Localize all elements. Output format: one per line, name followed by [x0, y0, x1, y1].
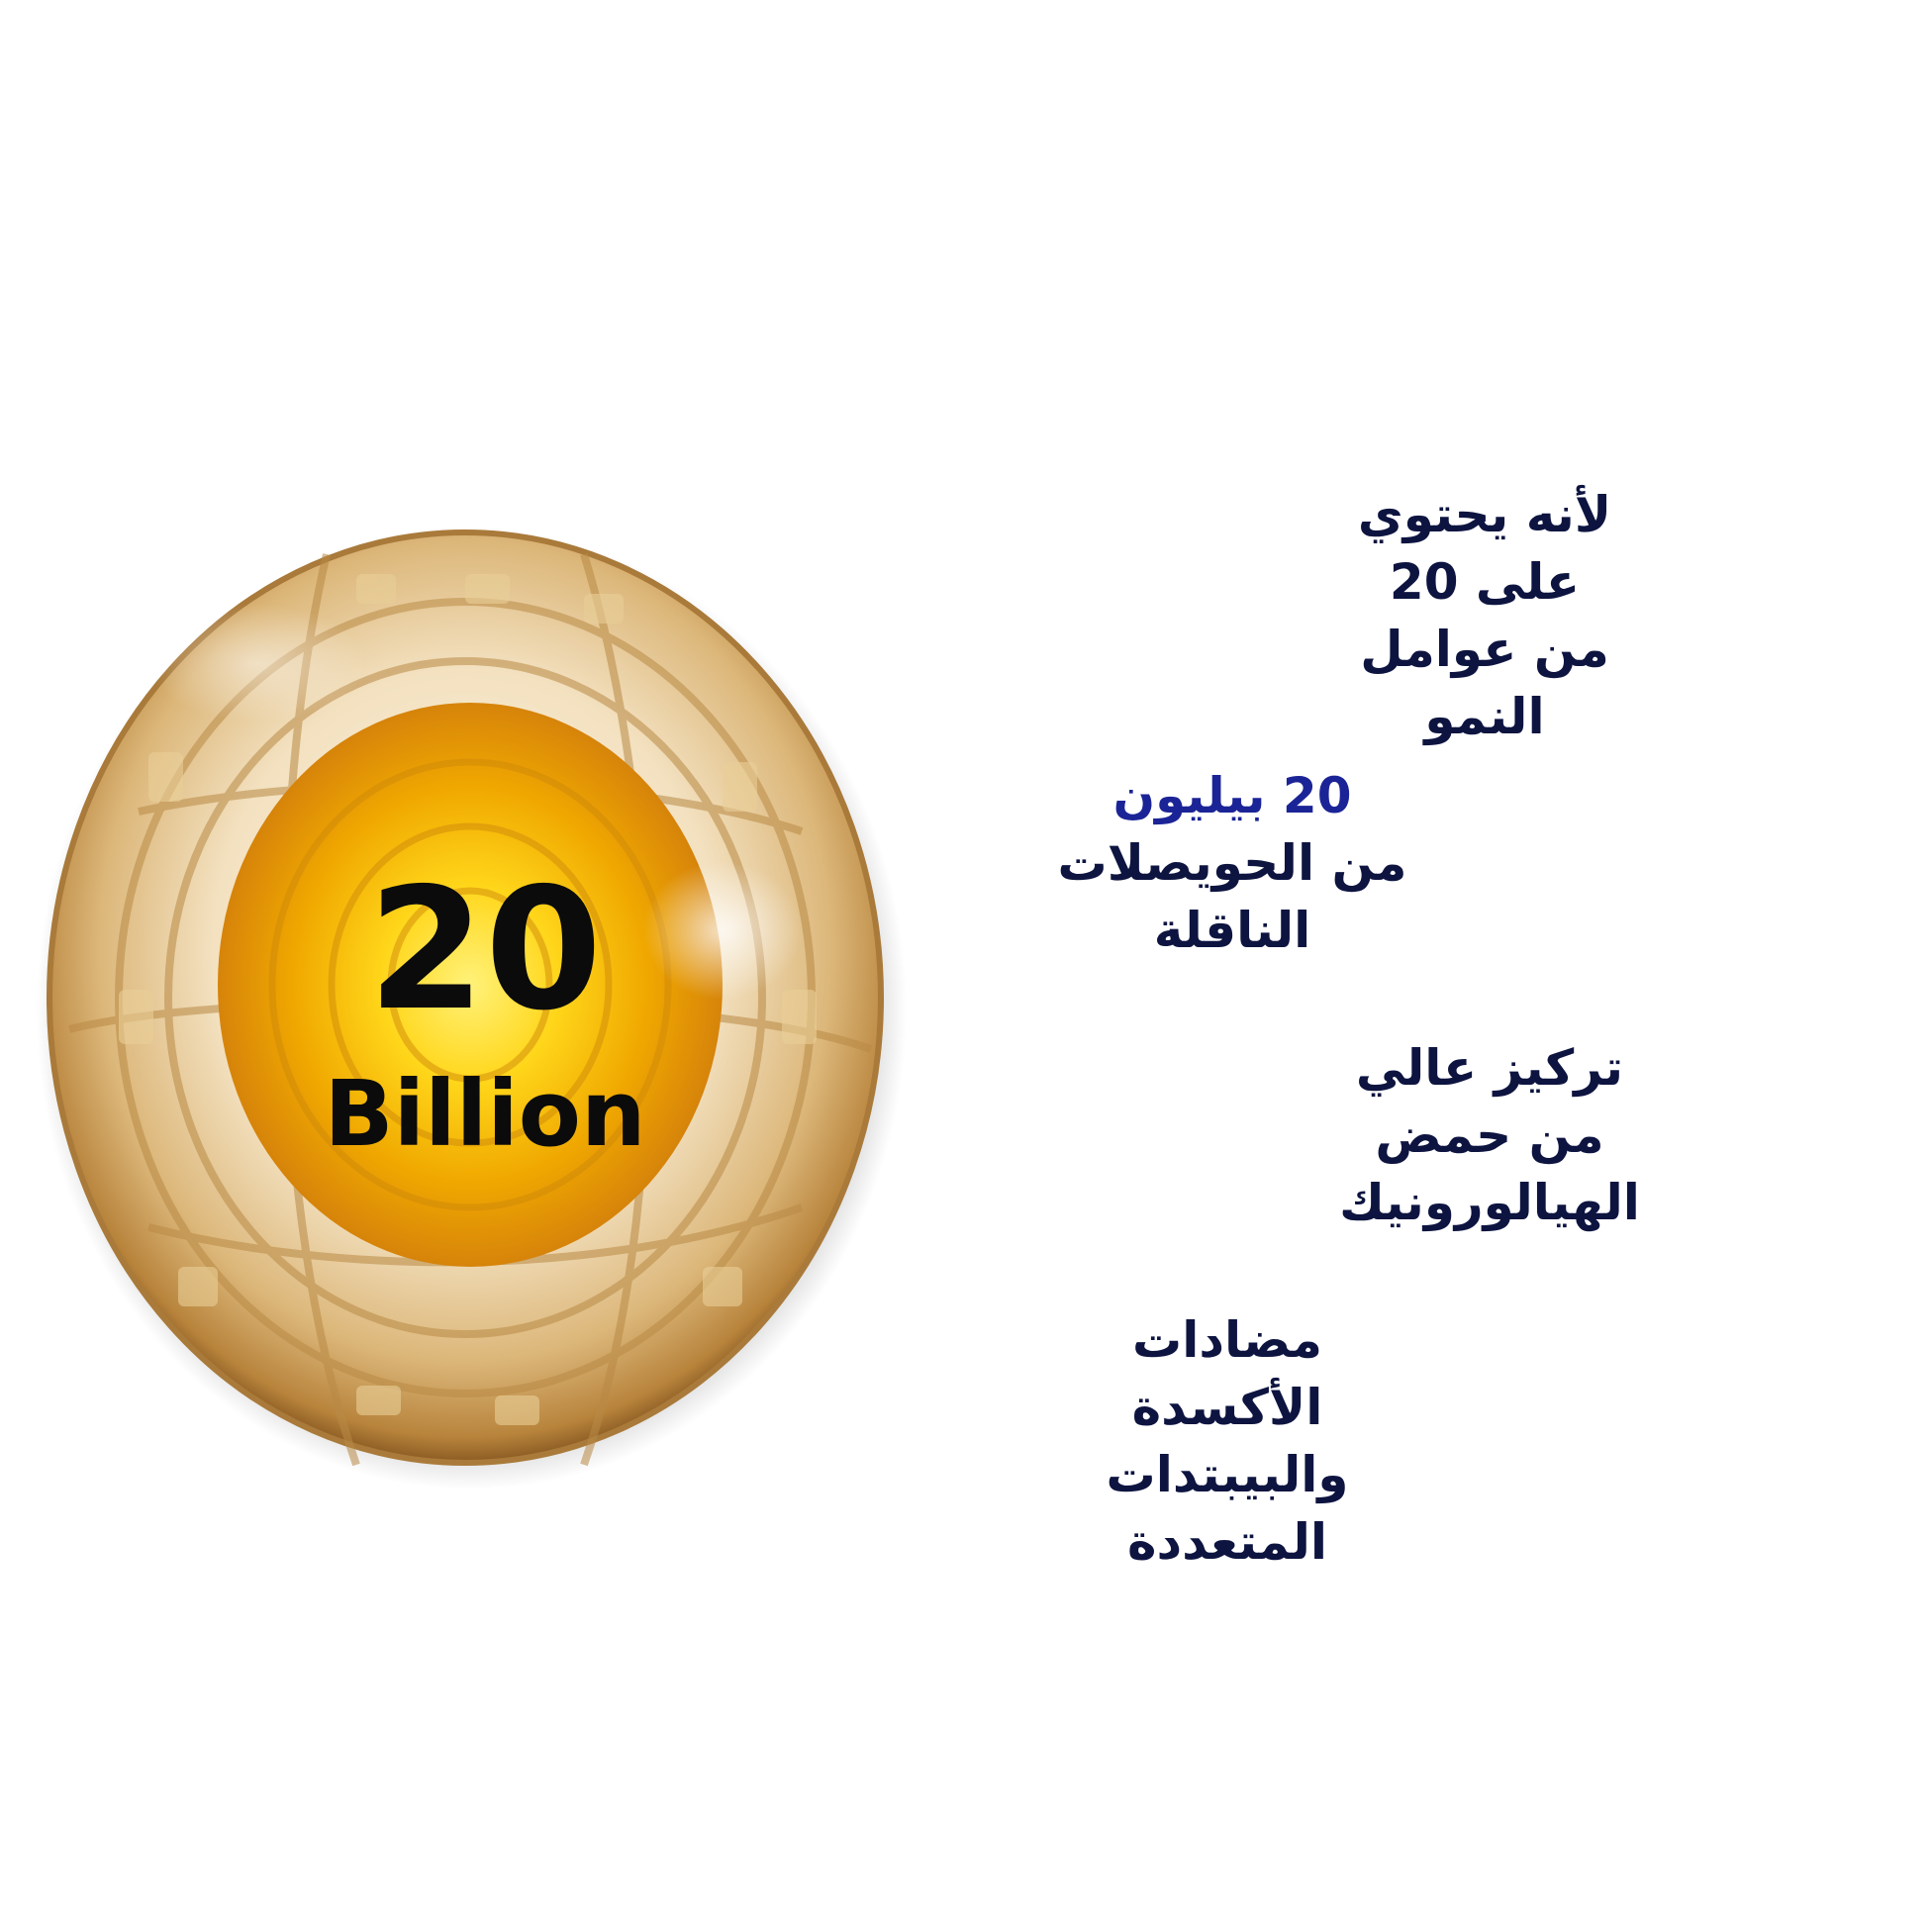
feature-hyaluronic-line-2: من حمض — [1375, 1106, 1604, 1164]
feature-antioxidants-line-1: مضادات — [1131, 1311, 1323, 1369]
sphere-unit-label: Billion — [324, 1061, 646, 1167]
feature-hyaluronic-line-3: الهيالورونيك — [1339, 1174, 1640, 1231]
feature-growth-line-3: من عوامل — [1360, 621, 1609, 678]
feature-growth-line-1: لأنه يحتوي — [1357, 486, 1612, 543]
feature-antioxidants: مضادات الأكسدة والبيبتدات المتعددة — [1049, 1306, 1405, 1576]
gold-sphere-graphic — [36, 529, 907, 1490]
feature-growth-factors: لأنه يحتوي على 20 من عوامل النمو — [1287, 481, 1683, 750]
feature-vesicles-highlight: 20 بيليون — [1112, 767, 1352, 824]
feature-vesicles-line-1: من الحويصلات — [1057, 834, 1407, 892]
feature-vesicles-line-2: الناقلة — [1153, 902, 1311, 959]
feature-hyaluronic-line-1: تركيز عالي — [1355, 1039, 1624, 1097]
feature-growth-line-2: على 20 — [1389, 553, 1581, 611]
feature-antioxidants-line-4: المتعددة — [1126, 1513, 1328, 1571]
gold-sphere: 20 Billion — [30, 515, 907, 1500]
feature-vesicles: 20 بيليون من الحويصلات الناقلة — [1019, 762, 1445, 964]
sphere-number: 20 — [367, 852, 603, 1048]
feature-growth-line-4: النمو — [1424, 688, 1545, 745]
feature-antioxidants-line-2: الأكسدة — [1131, 1379, 1323, 1436]
feature-antioxidants-line-3: والبيبتدات — [1106, 1446, 1349, 1503]
feature-hyaluronic-acid: تركيز عالي من حمض الهيالورونيك — [1297, 1034, 1683, 1236]
